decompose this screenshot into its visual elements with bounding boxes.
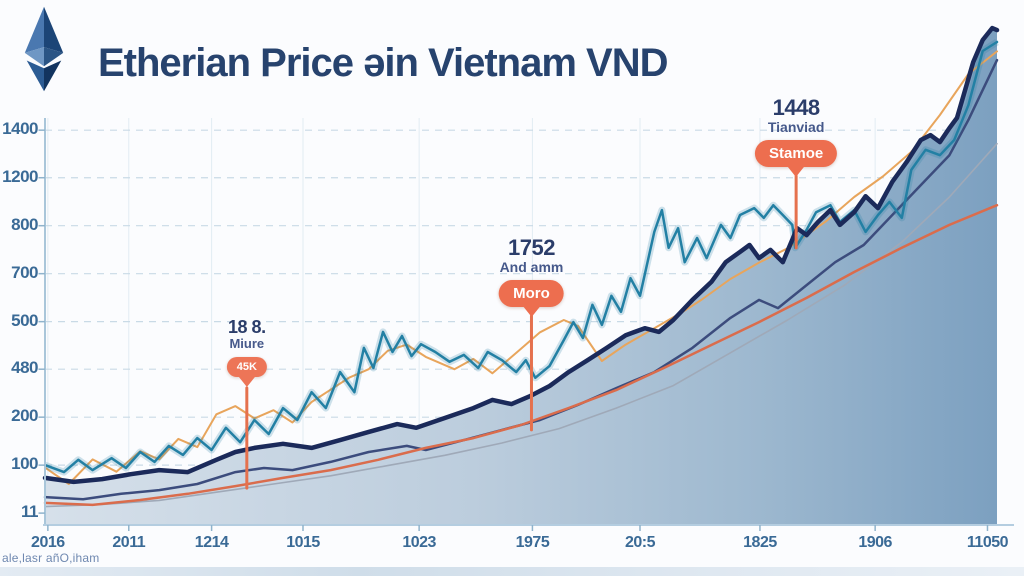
gray-line [44, 142, 998, 508]
navy-area-top-line [42, 25, 1000, 485]
footer-note: ale,lasr añO,iham [2, 551, 100, 565]
area-fill [45, 28, 997, 525]
teal-volatile-line [43, 40, 999, 474]
page-title: Etherian Price əin Vietnam VND [98, 40, 668, 85]
coral-line [43, 203, 999, 507]
bottom-strip [0, 567, 1024, 576]
ethereum-logo-icon [24, 6, 64, 92]
